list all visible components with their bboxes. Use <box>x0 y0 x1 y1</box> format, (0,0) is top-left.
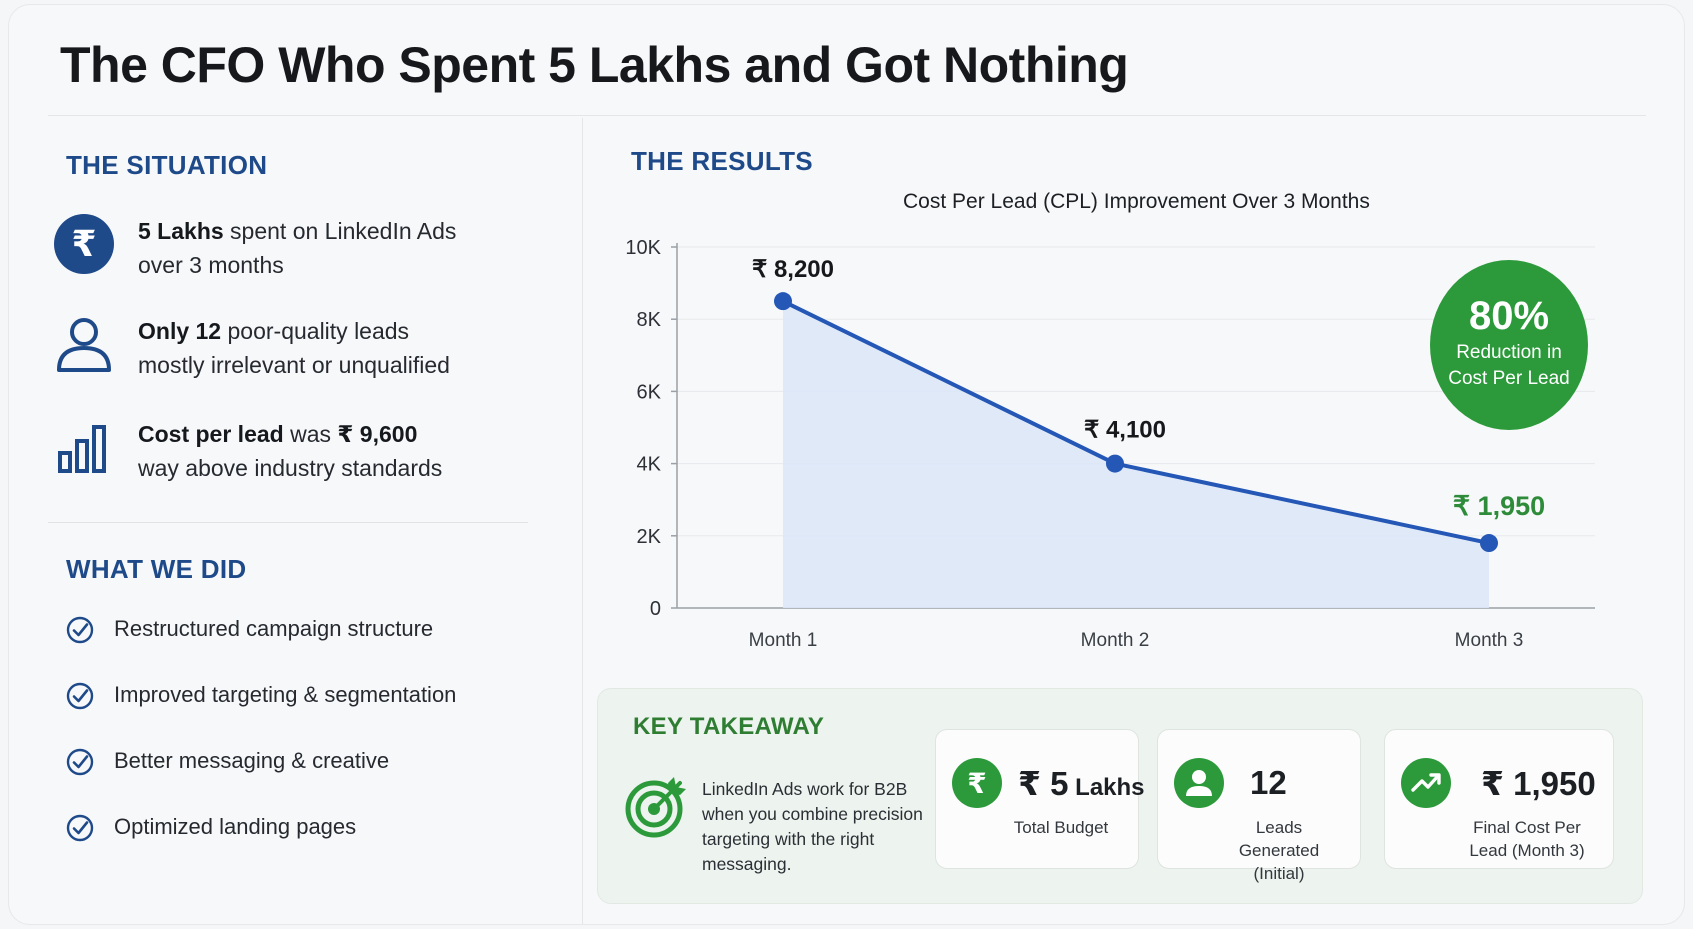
y-tick-label: 2K <box>637 526 662 548</box>
key-takeaway-panel: KEY TAKEAWAY LinkedIn Ads work for B2B w… <box>597 688 1643 904</box>
list-item: Restructured campaign structure <box>66 614 536 648</box>
list-item: Optimized landing pages <box>66 812 536 846</box>
divider <box>48 115 1646 116</box>
bar-chart-icon <box>58 425 106 473</box>
area-fill <box>783 301 1489 608</box>
y-tick-label: 6K <box>637 381 662 403</box>
x-tick-label: Month 3 <box>1455 630 1524 651</box>
badge-label: Reduction in Cost Per Lead <box>1448 342 1570 389</box>
check-circle-icon <box>66 616 94 644</box>
list-item: Better messaging & creative <box>66 746 536 780</box>
user-icon <box>1174 758 1224 808</box>
x-tick-label: Month 2 <box>1081 630 1150 651</box>
badge-value: 80% <box>1468 294 1550 338</box>
y-tick-label: 4K <box>637 454 662 476</box>
stat-value: 12 <box>1250 764 1287 801</box>
stat-card-final-cpl: ₹ 1,950 Final Cost Per Lead (Month 3) <box>1384 729 1614 869</box>
situation-item-leads: Only 12 poor-quality leads mostly irrele… <box>54 314 534 394</box>
situation-heading: THE SITUATION <box>66 150 268 180</box>
data-label: ₹ 4,100 <box>1084 417 1166 444</box>
situation-item-cpl: Cost per lead was ₹ 9,600 way above indu… <box>54 417 534 497</box>
check-circle-icon <box>66 682 94 710</box>
y-tick-label: 8K <box>637 309 662 331</box>
key-takeaway-heading: KEY TAKEAWAY <box>633 713 825 740</box>
check-circle-icon <box>66 814 94 842</box>
stat-value: ₹ 5 Lakhs <box>1018 765 1145 802</box>
chart-title: Cost Per Lead (CPL) Improvement Over 3 M… <box>903 190 1370 213</box>
user-icon <box>57 318 111 372</box>
y-tick-label: 0 <box>650 598 661 620</box>
data-label: ₹ 1,950 <box>1453 491 1545 521</box>
page-title: The CFO Who Spent 5 Lakhs and Got Nothin… <box>60 37 1129 93</box>
cpl-line-chart: 0 2K 4K 6K 8K 10K ₹ 8,200 Month 1 ₹ 4,100 Month 2… <box>625 237 1595 651</box>
rupee-circle-icon: ₹ <box>54 214 114 274</box>
x-tick-label: Month 1 <box>749 630 818 651</box>
stat-label: Total Budget <box>1013 818 1109 837</box>
y-tick-label: 10K <box>625 237 661 259</box>
list-item: Improved targeting & segmentation <box>66 680 536 714</box>
data-point <box>1480 534 1498 553</box>
takeaway-text: LinkedIn Ads work for B2B when you combi… <box>702 779 923 874</box>
svg-text:₹: ₹ <box>967 767 986 800</box>
target-icon <box>625 777 686 838</box>
divider <box>48 522 528 523</box>
data-label: ₹ 8,200 <box>752 256 834 283</box>
svg-text:₹: ₹ <box>71 224 96 265</box>
stat-card-budget: ₹ ₹ 5 Lakhs Total Budget <box>935 729 1145 869</box>
stat-label: Final Cost Per Lead (Month 3) <box>1469 818 1585 860</box>
results-heading: THE RESULTS <box>631 146 813 176</box>
what-we-did-heading: WHAT WE DID <box>66 554 247 584</box>
data-point <box>774 292 792 311</box>
stat-label: Leads Generated (Initial) <box>1238 818 1320 883</box>
trend-up-icon <box>1401 758 1451 808</box>
divider <box>582 118 583 924</box>
stat-card-leads: 12 Leads Generated (Initial) <box>1157 729 1361 883</box>
rupee-icon: ₹ <box>952 758 1002 808</box>
stat-value: ₹ 1,950 <box>1481 765 1596 802</box>
check-circle-icon <box>66 748 94 776</box>
reduction-badge: 80% Reduction in Cost Per Lead <box>1430 260 1588 430</box>
situation-item-spend: ₹ 5 Lakhs spent on LinkedIn Ads over 3 m… <box>54 214 534 294</box>
data-point <box>1106 454 1124 473</box>
